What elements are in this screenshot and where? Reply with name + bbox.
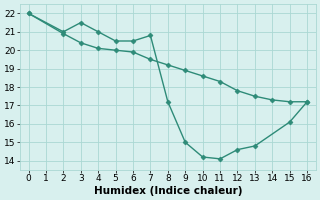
X-axis label: Humidex (Indice chaleur): Humidex (Indice chaleur) (93, 186, 242, 196)
